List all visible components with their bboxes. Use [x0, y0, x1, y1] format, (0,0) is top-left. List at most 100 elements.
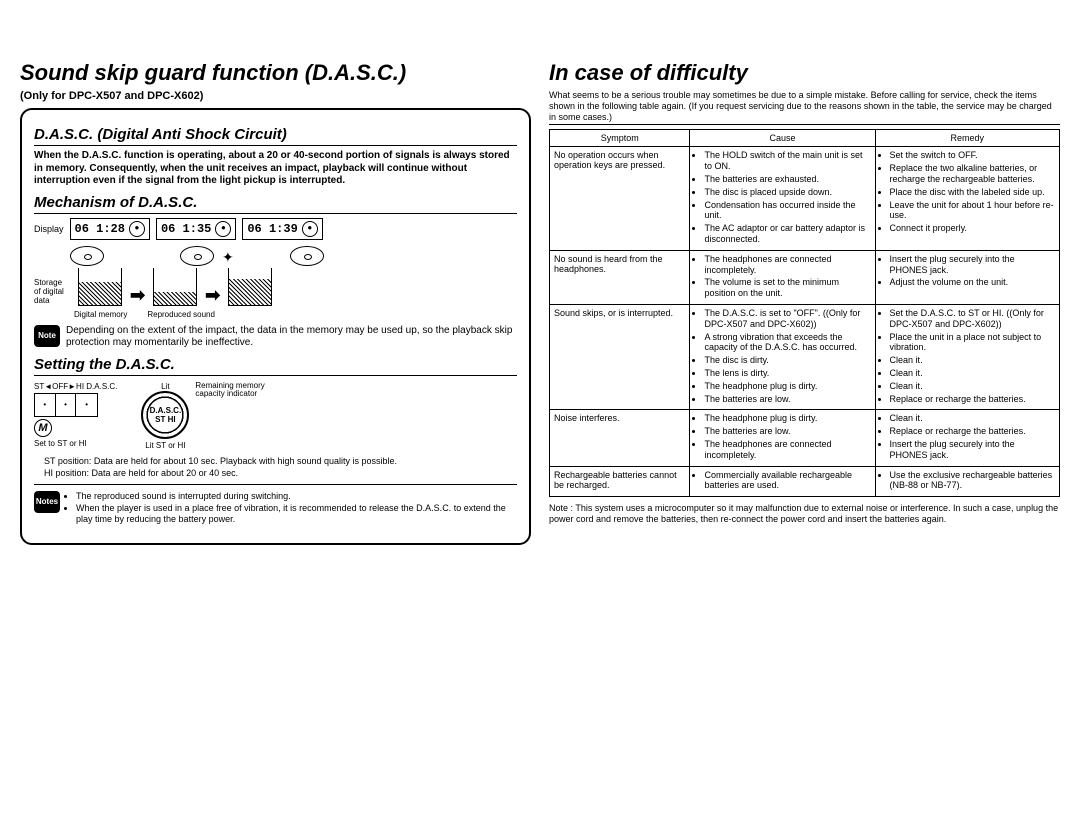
- st-position: ST position: Data are held for about 10 …: [44, 456, 517, 466]
- left-title: Sound skip guard function (D.A.S.C.): [20, 60, 531, 86]
- remedy-item: Adjust the volume on the unit.: [890, 277, 1055, 288]
- remedy-item: Place the disc with the labeled side up.: [890, 187, 1055, 198]
- notes-icon: Notes: [34, 491, 60, 513]
- cause-item: The volume is set to the minimum positio…: [704, 277, 870, 299]
- remedy-item: Insert the plug securely into the PHONES…: [890, 439, 1055, 461]
- cause-item: The AC adaptor or car battery adaptor is…: [704, 223, 870, 245]
- remedy-item: Replace or recharge the batteries.: [890, 426, 1055, 437]
- table-row: No operation occurs when operation keys …: [550, 147, 1060, 250]
- memory-bucket: [78, 268, 122, 306]
- lit-label: Lit: [141, 382, 189, 391]
- remedy-item: Clean it.: [890, 368, 1055, 379]
- lcd-2: 06 1:35●: [156, 218, 236, 240]
- memory-bucket: [153, 268, 197, 306]
- trouble-table: Symptom Cause Remedy No operation occurs…: [549, 129, 1060, 497]
- mem-label-2: Reproduced sound: [147, 310, 215, 319]
- cause-item: The headphone plug is dirty.: [704, 381, 870, 392]
- remedy-item: Replace the two alkaline batteries, or r…: [890, 163, 1055, 185]
- remedy-item: Connect it properly.: [890, 223, 1055, 234]
- cause-cell: Commercially available rechargeable batt…: [690, 466, 875, 497]
- cause-cell: The headphones are connected incompletel…: [690, 250, 875, 304]
- table-row: Noise interferes.The headphone plug is d…: [550, 410, 1060, 466]
- cause-cell: The HOLD switch of the main unit is set …: [690, 147, 875, 250]
- cause-item: The batteries are low.: [704, 426, 870, 437]
- dasc-icon: ●: [302, 221, 318, 237]
- setting-heading: Setting the D.A.S.C.: [34, 356, 517, 376]
- dasc-switch: •••: [34, 393, 98, 417]
- remaining-label: Remaining memory capacity indicator: [195, 382, 265, 400]
- mech-heading: Mechanism of D.A.S.C.: [34, 194, 517, 214]
- indicator-block: Lit D.A.S.C. ST HI Lit ST or HI Remainin…: [141, 382, 265, 450]
- memory-labels: Digital memory Reproduced sound: [74, 310, 517, 319]
- arrow-icon: ➡: [130, 285, 145, 306]
- cause-item: Commercially available rechargeable batt…: [704, 470, 870, 492]
- symptom-cell: No sound is heard from the headphones.: [550, 250, 690, 304]
- cause-item: The D.A.S.C. is set to "OFF". ((Only for…: [704, 308, 870, 330]
- note-2b: When the player is used in a place free …: [76, 503, 517, 525]
- cause-item: The disc is placed upside down.: [704, 187, 870, 198]
- remedy-cell: Clean it. Replace or recharge the batteri…: [875, 410, 1059, 466]
- dasc-badge-icon: D.A.S.C. ST HI: [141, 391, 189, 439]
- table-row: Rechargeable batteries cannot be recharg…: [550, 466, 1060, 497]
- remedy-item: Insert the plug securely into the PHONES…: [890, 254, 1055, 276]
- th-cause: Cause: [690, 130, 875, 147]
- lit-sthi-label: Lit ST or HI: [141, 441, 189, 450]
- cause-item: The batteries are low.: [704, 394, 870, 405]
- remedy-item: Set the switch to OFF.: [890, 150, 1055, 161]
- bottom-note: Note : This system uses a microcomputer …: [549, 503, 1060, 525]
- remedy-item: Clean it.: [890, 413, 1055, 424]
- dasc-body: When the D.A.S.C. function is operating,…: [34, 150, 517, 188]
- dasc-icon: ●: [129, 221, 145, 237]
- table-row: No sound is heard from the headphones. Th…: [550, 250, 1060, 304]
- impact-icon: ✦: [222, 249, 234, 266]
- switch-top-label: ST◄OFF►HI D.A.S.C.: [34, 382, 117, 391]
- notes-list: The reproduced sound is interrupted duri…: [66, 491, 517, 527]
- remedy-cell: Set the D.A.S.C. to ST or HI. ((Only for…: [875, 304, 1059, 409]
- mem-label-1: Digital memory: [74, 310, 127, 319]
- cause-item: A strong vibration that exceeds the capa…: [704, 332, 870, 354]
- disc-icon: [180, 246, 214, 266]
- set-label: Set to ST or HI: [34, 439, 117, 448]
- storage-label: Storage of digital data: [34, 279, 70, 305]
- note-1: Depending on the extent of the impact, t…: [66, 325, 517, 350]
- cause-cell: The headphone plug is dirty.The batterie…: [690, 410, 875, 466]
- hi-position: HI position: Data are held for about 20 …: [44, 468, 517, 478]
- symptom-cell: No operation occurs when operation keys …: [550, 147, 690, 250]
- storage-row: Storage of digital data ➡ ➡: [34, 268, 517, 306]
- th-symptom: Symptom: [550, 130, 690, 147]
- memory-bucket: [228, 268, 272, 306]
- remedy-item: Clean it.: [890, 381, 1055, 392]
- dasc-heading: D.A.S.C. (Digital Anti Shock Circuit): [34, 126, 517, 146]
- cause-item: The lens is dirty.: [704, 368, 870, 379]
- table-row: Sound skips, or is interrupted. The D.A.S…: [550, 304, 1060, 409]
- cause-item: Condensation has occurred inside the uni…: [704, 200, 870, 222]
- symptom-cell: Sound skips, or is interrupted.: [550, 304, 690, 409]
- symptom-cell: Rechargeable batteries cannot be recharg…: [550, 466, 690, 497]
- cause-item: The disc is dirty.: [704, 355, 870, 366]
- only-for: (Only for DPC-X507 and DPC-X602): [20, 90, 531, 102]
- note-2a: The reproduced sound is interrupted duri…: [76, 491, 517, 502]
- cause-item: The HOLD switch of the main unit is set …: [704, 150, 870, 172]
- lcd-3: 06 1:39●: [242, 218, 322, 240]
- right-title: In case of difficulty: [549, 60, 1060, 86]
- arrow-icon: ➡: [205, 285, 220, 306]
- remedy-item: Leave the unit for about 1 hour before r…: [890, 200, 1055, 222]
- th-remedy: Remedy: [875, 130, 1059, 147]
- m-icon: M: [34, 419, 52, 437]
- remedy-item: Clean it.: [890, 355, 1055, 366]
- disc-row: ✦: [70, 246, 517, 266]
- symptom-cell: Noise interferes.: [550, 410, 690, 466]
- left-panel: D.A.S.C. (Digital Anti Shock Circuit) Wh…: [20, 108, 531, 545]
- remedy-item: Use the exclusive rechargeable batteries…: [890, 470, 1055, 492]
- remedy-cell: Use the exclusive rechargeable batteries…: [875, 466, 1059, 497]
- cause-item: The batteries are exhausted.: [704, 174, 870, 185]
- right-intro: What seems to be a serious trouble may s…: [549, 90, 1060, 125]
- cause-item: The headphones are connected incompletel…: [704, 254, 870, 276]
- note-icon: Note: [34, 325, 60, 347]
- remedy-item: Place the unit in a place not subject to…: [890, 332, 1055, 354]
- cause-item: The headphones are connected incompletel…: [704, 439, 870, 461]
- remedy-item: Set the D.A.S.C. to ST or HI. ((Only for…: [890, 308, 1055, 330]
- disc-icon: [70, 246, 104, 266]
- remedy-item: Replace or recharge the batteries.: [890, 394, 1055, 405]
- remedy-cell: Set the switch to OFF. Replace the two al…: [875, 147, 1059, 250]
